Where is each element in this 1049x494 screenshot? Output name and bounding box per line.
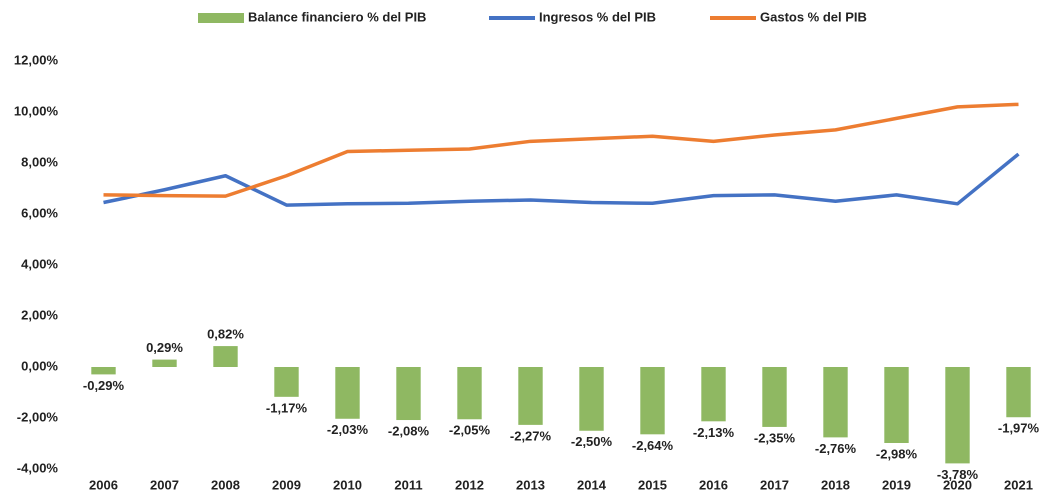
legend-label: Gastos % del PIB bbox=[760, 9, 867, 24]
x-tick-label: 2009 bbox=[272, 477, 301, 492]
y-tick-label: 12,00% bbox=[14, 52, 59, 67]
x-tick-label: 2012 bbox=[455, 477, 484, 492]
x-tick-label: 2015 bbox=[638, 477, 667, 492]
data-label: 0,29% bbox=[146, 340, 183, 355]
y-tick-label: -4,00% bbox=[17, 460, 59, 475]
bar bbox=[884, 367, 909, 443]
bar bbox=[518, 367, 543, 425]
data-label: -2,03% bbox=[327, 422, 369, 437]
bar bbox=[945, 367, 970, 464]
data-label: -2,64% bbox=[632, 438, 674, 453]
bar bbox=[640, 367, 665, 435]
data-label: -0,29% bbox=[83, 378, 125, 393]
x-tick-label: 2021 bbox=[1004, 477, 1033, 492]
data-label: -1,17% bbox=[266, 400, 308, 415]
bar bbox=[701, 367, 726, 422]
y-tick-label: 4,00% bbox=[21, 256, 58, 271]
x-tick-label: 2020 bbox=[943, 477, 972, 492]
bar bbox=[396, 367, 421, 421]
bar bbox=[579, 367, 604, 431]
legend-swatch bbox=[198, 13, 244, 23]
bar bbox=[1006, 367, 1031, 418]
data-label: -2,13% bbox=[693, 425, 735, 440]
bar bbox=[823, 367, 848, 438]
data-label: -3,78% bbox=[937, 467, 979, 482]
y-tick-label: -2,00% bbox=[17, 409, 59, 424]
data-label: -2,35% bbox=[754, 430, 796, 445]
x-tick-label: 2018 bbox=[821, 477, 850, 492]
y-tick-label: 8,00% bbox=[21, 154, 58, 169]
bar bbox=[335, 367, 360, 419]
bar bbox=[152, 359, 177, 367]
data-label: -2,27% bbox=[510, 428, 552, 443]
x-tick-label: 2006 bbox=[89, 477, 118, 492]
data-label: 0,82% bbox=[207, 327, 244, 342]
x-tick-label: 2019 bbox=[882, 477, 911, 492]
y-tick-label: 0,00% bbox=[21, 358, 58, 373]
bar bbox=[91, 367, 116, 375]
legend-label: Balance financiero % del PIB bbox=[248, 9, 426, 24]
bar bbox=[457, 367, 482, 420]
data-label: -2,98% bbox=[876, 446, 918, 461]
bar bbox=[762, 367, 787, 427]
line bbox=[103, 102, 1019, 198]
data-label: -2,08% bbox=[388, 423, 430, 438]
legend-label: Ingresos % del PIB bbox=[539, 9, 656, 24]
x-tick-label: 2017 bbox=[760, 477, 789, 492]
y-tick-label: 10,00% bbox=[14, 103, 59, 118]
line bbox=[103, 152, 1020, 207]
x-tick-label: 2014 bbox=[577, 477, 607, 492]
data-label: -1,97% bbox=[998, 421, 1040, 436]
x-tick-label: 2007 bbox=[150, 477, 179, 492]
x-tick-label: 2010 bbox=[333, 477, 362, 492]
y-tick-label: 6,00% bbox=[21, 205, 58, 220]
x-tick-label: 2013 bbox=[516, 477, 545, 492]
data-label: -2,50% bbox=[571, 434, 613, 449]
bar bbox=[213, 346, 238, 367]
y-tick-label: 2,00% bbox=[21, 307, 58, 322]
data-label: -2,05% bbox=[449, 423, 491, 438]
x-tick-label: 2008 bbox=[211, 477, 240, 492]
data-label: -2,76% bbox=[815, 441, 857, 456]
x-tick-label: 2011 bbox=[394, 477, 422, 492]
x-tick-label: 2016 bbox=[699, 477, 728, 492]
bar bbox=[274, 367, 299, 397]
